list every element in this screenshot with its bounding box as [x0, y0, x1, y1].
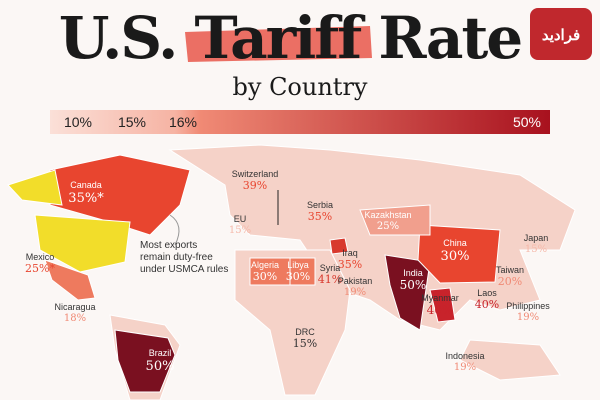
country-rate: 50% — [146, 359, 175, 374]
country-name: Serbia — [307, 200, 333, 210]
country-rate: 30% — [253, 270, 277, 283]
myanmar-shape — [429, 287, 456, 323]
mexico-shape — [44, 259, 96, 301]
map — [7, 144, 576, 400]
country-name: Algeria — [251, 260, 279, 270]
country-rate: 35% — [338, 258, 362, 271]
canada-shape — [49, 154, 191, 236]
country-name: Nicaragua — [54, 302, 95, 312]
annotation: Most exports — [140, 240, 197, 251]
title: U.S. Tariff Rate — [59, 4, 521, 72]
country-rate: 18% — [64, 313, 86, 324]
country-rate: 39% — [243, 179, 267, 192]
country-name: Libya — [287, 260, 309, 270]
legend-label: 50% — [513, 114, 541, 130]
country-rate: 30% — [441, 249, 470, 264]
country-name: EU — [234, 214, 247, 224]
country-rate: 40% — [427, 303, 454, 317]
china-shape — [417, 224, 501, 284]
country-name: China — [443, 238, 467, 248]
country-name: Brazil — [149, 348, 172, 358]
legend-label: 16% — [169, 114, 197, 130]
country-name: India — [403, 268, 423, 278]
libya-shape — [289, 257, 316, 286]
usa-shape — [34, 214, 131, 273]
annotation-arrow — [169, 214, 180, 246]
subtitle: by Country — [233, 73, 368, 101]
country-rate: 30% — [286, 270, 310, 283]
alaska-shape — [7, 169, 63, 206]
brazil-shape — [114, 329, 176, 393]
legend-label: 15% — [118, 114, 146, 130]
africa — [234, 249, 351, 396]
country-rate: 15% — [229, 225, 251, 236]
country-rate: 19% — [517, 312, 539, 323]
country-name: Indonesia — [445, 351, 484, 361]
oceania — [459, 339, 561, 381]
kazakhstan-shape — [359, 204, 431, 236]
country-rate: 19% — [344, 287, 366, 298]
brush — [185, 26, 372, 62]
legend-label: 10% — [64, 114, 92, 130]
country-rate: 25% — [377, 221, 399, 232]
country-name: Japan — [524, 233, 549, 243]
country-rate: 50% — [400, 278, 427, 292]
country-rate: 20% — [498, 275, 522, 288]
country-name: Iraq — [342, 248, 358, 258]
annotation: remain duty-free — [140, 252, 213, 263]
country-rate: 41% — [318, 273, 342, 286]
country-rate: 15% — [293, 337, 317, 350]
country-name: DRC — [295, 327, 315, 337]
country-name: Kazakhstan — [364, 210, 411, 220]
country-rate: 15% — [525, 244, 547, 255]
country-name: Philippines — [506, 301, 550, 311]
eurasia — [168, 144, 576, 331]
country-name: Laos — [477, 288, 497, 298]
country-name: Myanmar — [421, 293, 459, 303]
country-name: Taiwan — [496, 265, 524, 275]
country-name: Syria — [320, 263, 341, 273]
country-name: Switzerland — [232, 169, 279, 179]
country-name: Canada — [70, 180, 102, 190]
country-rate: 35%* — [68, 191, 104, 206]
legend-bar — [50, 110, 550, 134]
country-name: Mexico — [26, 252, 55, 262]
logo-text: فرادید — [542, 27, 580, 44]
country-name: Pakistan — [338, 276, 373, 286]
logo — [530, 8, 592, 60]
syria-shape — [329, 237, 349, 255]
country-rate: 35% — [308, 210, 332, 223]
annotation: under USMCA rules — [140, 264, 228, 275]
country-rate: 40% — [475, 298, 499, 311]
country-rate: 19% — [454, 362, 476, 373]
country-rate: 25%* — [25, 262, 55, 275]
